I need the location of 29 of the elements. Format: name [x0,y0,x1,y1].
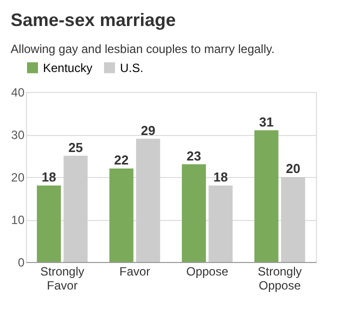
data-label: 18 [213,170,228,184]
legend-label: U.S. [120,60,144,75]
x-tick-label: Favor [119,264,150,278]
data-label: 29 [140,122,156,138]
data-label: 18 [42,170,56,184]
bar [208,186,233,262]
y-tick-label: 10 [11,213,25,227]
x-tick-label: Oppose [186,264,229,278]
x-tick-label: Strongly Favor [40,264,84,292]
bar [182,164,206,262]
bar [64,156,88,262]
data-label: 20 [286,161,300,176]
chart-title: Same-sex marriage [10,10,176,30]
data-label: 31 [259,114,274,130]
bar [36,186,61,262]
x-tick-label: Strongly Oppose [258,264,302,292]
data-label: 25 [68,140,83,155]
y-tick-label: 40 [11,86,25,100]
y-tick-label: 30 [11,128,25,142]
y-tick-label: 0 [18,256,25,270]
bar [136,138,160,262]
legend-label: Kentucky [43,60,92,75]
data-label: 22 [114,152,129,168]
chart-subtitle: Allowing gay and lesbian couples to marry legally. [10,42,275,56]
bar [254,130,278,262]
data-label: 23 [186,148,202,164]
bar [109,168,134,262]
bar [281,177,306,262]
y-tick-label: 20 [11,170,25,184]
